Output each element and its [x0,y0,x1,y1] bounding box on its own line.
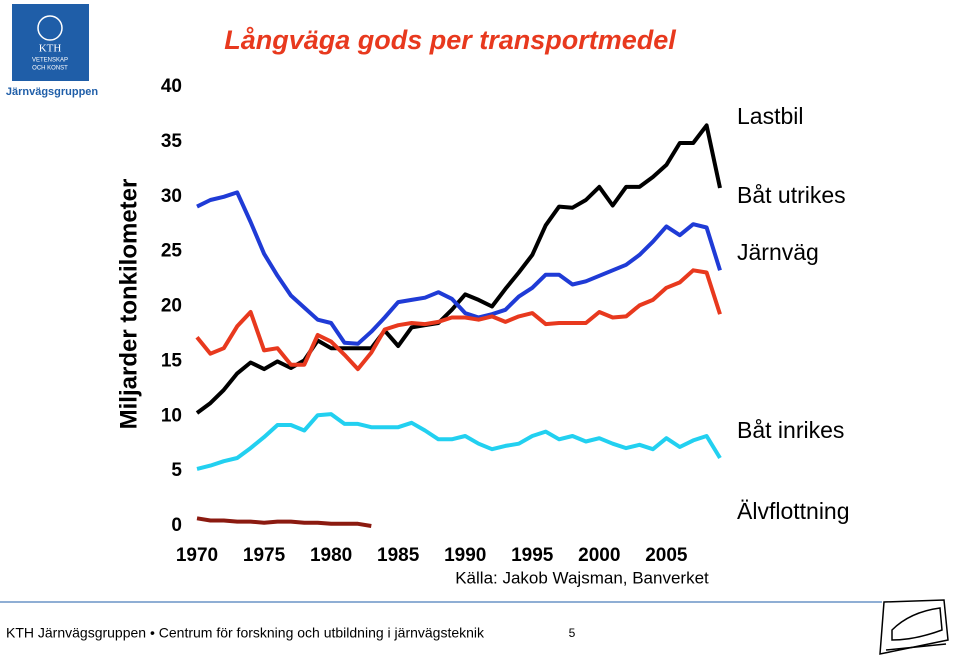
x-tick-label: 1995 [511,545,554,566]
y-tick-label: 40 [161,76,182,97]
legend-label: Båt utrikes [737,182,846,208]
legend-label: Järnväg [737,239,819,265]
legend-label: Lastbil [737,103,803,129]
x-tick-label: 2005 [645,545,688,566]
legend-label: Båt inrikes [737,417,844,443]
page-number: 5 [569,626,576,640]
logo-subtitle: OCH KONST [32,66,68,72]
logo-subtitle: VETENSKAP [32,58,68,64]
x-tick-label: 1975 [243,545,286,566]
series-line [195,123,722,415]
x-tick-label: 1990 [444,545,486,566]
y-tick-label: 20 [161,296,182,317]
series-line [195,268,722,372]
x-tick-label: 1985 [377,545,420,566]
x-tick-label: 2000 [578,545,620,566]
legend-label: Älvflottning [737,498,850,524]
x-tick-label: 1970 [176,545,218,566]
y-tick-label: 25 [161,241,183,262]
source: Källa: Jakob Wajsman, Banverket [455,568,709,587]
y-tick-label: 0 [171,515,182,536]
train-icon [879,599,949,655]
y-tick-label: 5 [171,460,182,481]
logo-name: KTH [39,43,62,55]
logo-box [12,4,89,81]
y-tick-label: 35 [161,131,183,152]
y-tick-label: 30 [161,186,182,207]
series-line [196,516,372,528]
footer-text: KTH Järnvägsgruppen • Centrum för forskn… [6,625,485,641]
chart-title: Långväga gods per transportmedel [224,25,676,55]
y-tick-label: 10 [161,405,182,426]
series-line [196,190,722,346]
plot: 0 5 10 15 20 25 30 35 40 1970 1975 1980 1985 1990 1995… [161,76,850,566]
group-name: Järnvägsgruppen [6,86,99,98]
y-axis-label: Miljarder tonkilometer [115,179,142,430]
logo-crown [37,15,63,41]
x-tick-label: 1980 [310,545,352,566]
series-line [196,412,722,471]
y-tick-label: 15 [161,350,183,371]
